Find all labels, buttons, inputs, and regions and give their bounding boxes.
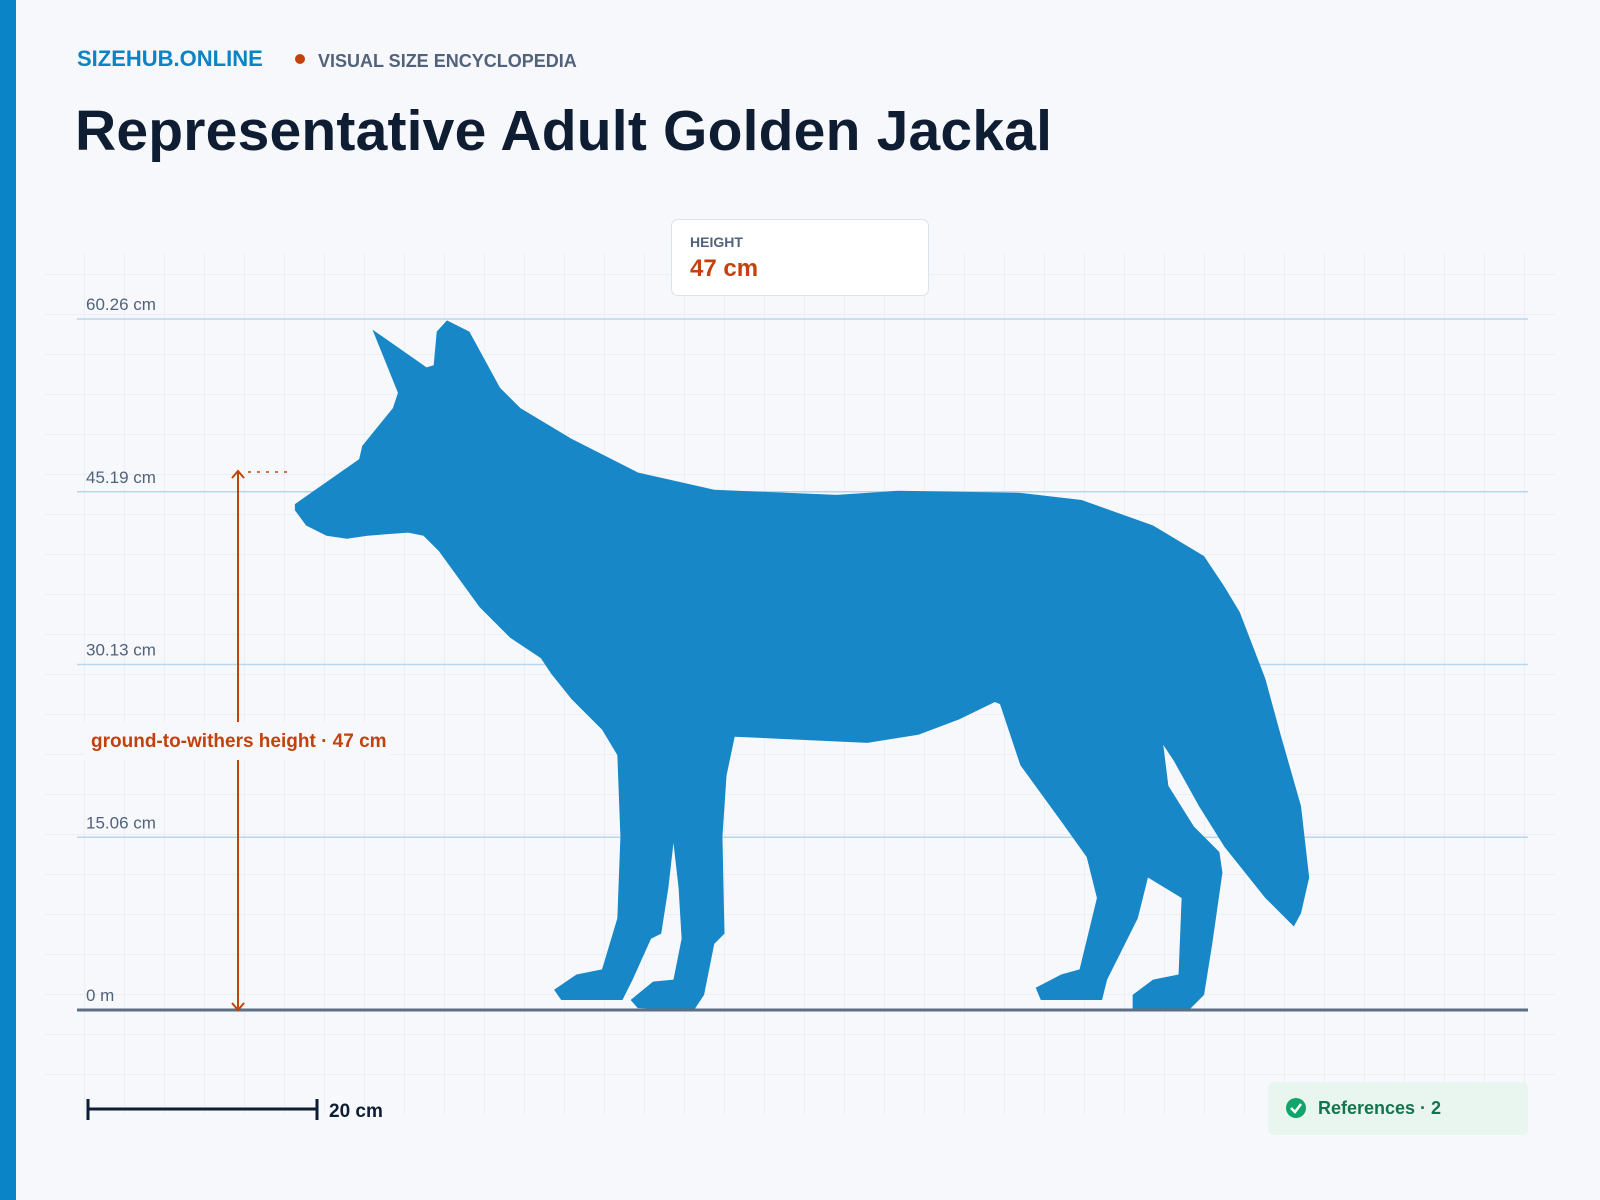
- references-button[interactable]: References · 2: [1268, 1082, 1528, 1135]
- silhouette-group: [294, 320, 1310, 1011]
- scale-tick-label: 60.26 cm: [86, 295, 156, 314]
- scale-tick-label: 0 m: [86, 986, 114, 1005]
- scale-tick-label: 45.19 cm: [86, 468, 156, 487]
- separator-dot: [295, 54, 305, 64]
- height-card: HEIGHT 47 cm: [671, 219, 929, 296]
- scale-bar-label: 20 cm: [329, 1101, 383, 1122]
- scale-tick-label: 15.06 cm: [86, 813, 156, 832]
- page-title: Representative Adult Golden Jackal: [75, 99, 1053, 163]
- height-card-label: HEIGHT: [690, 234, 743, 250]
- jackal-silhouette: [294, 320, 1310, 1011]
- references-label[interactable]: References · 2: [1318, 1098, 1442, 1118]
- tagline: VISUAL SIZE ENCYCLOPEDIA: [318, 51, 577, 71]
- brand[interactable]: SIZEHUB.ONLINE: [77, 46, 263, 71]
- check-icon: [1286, 1098, 1306, 1118]
- measure-label: ground-to-withers height · 47 cm: [91, 731, 387, 752]
- height-card-value: 47 cm: [690, 255, 759, 282]
- scale-bar: [86, 1099, 319, 1120]
- sidebar: [0, 0, 16, 1200]
- scale-tick-label: 30.13 cm: [86, 641, 156, 660]
- measure-label-bg: [84, 722, 390, 760]
